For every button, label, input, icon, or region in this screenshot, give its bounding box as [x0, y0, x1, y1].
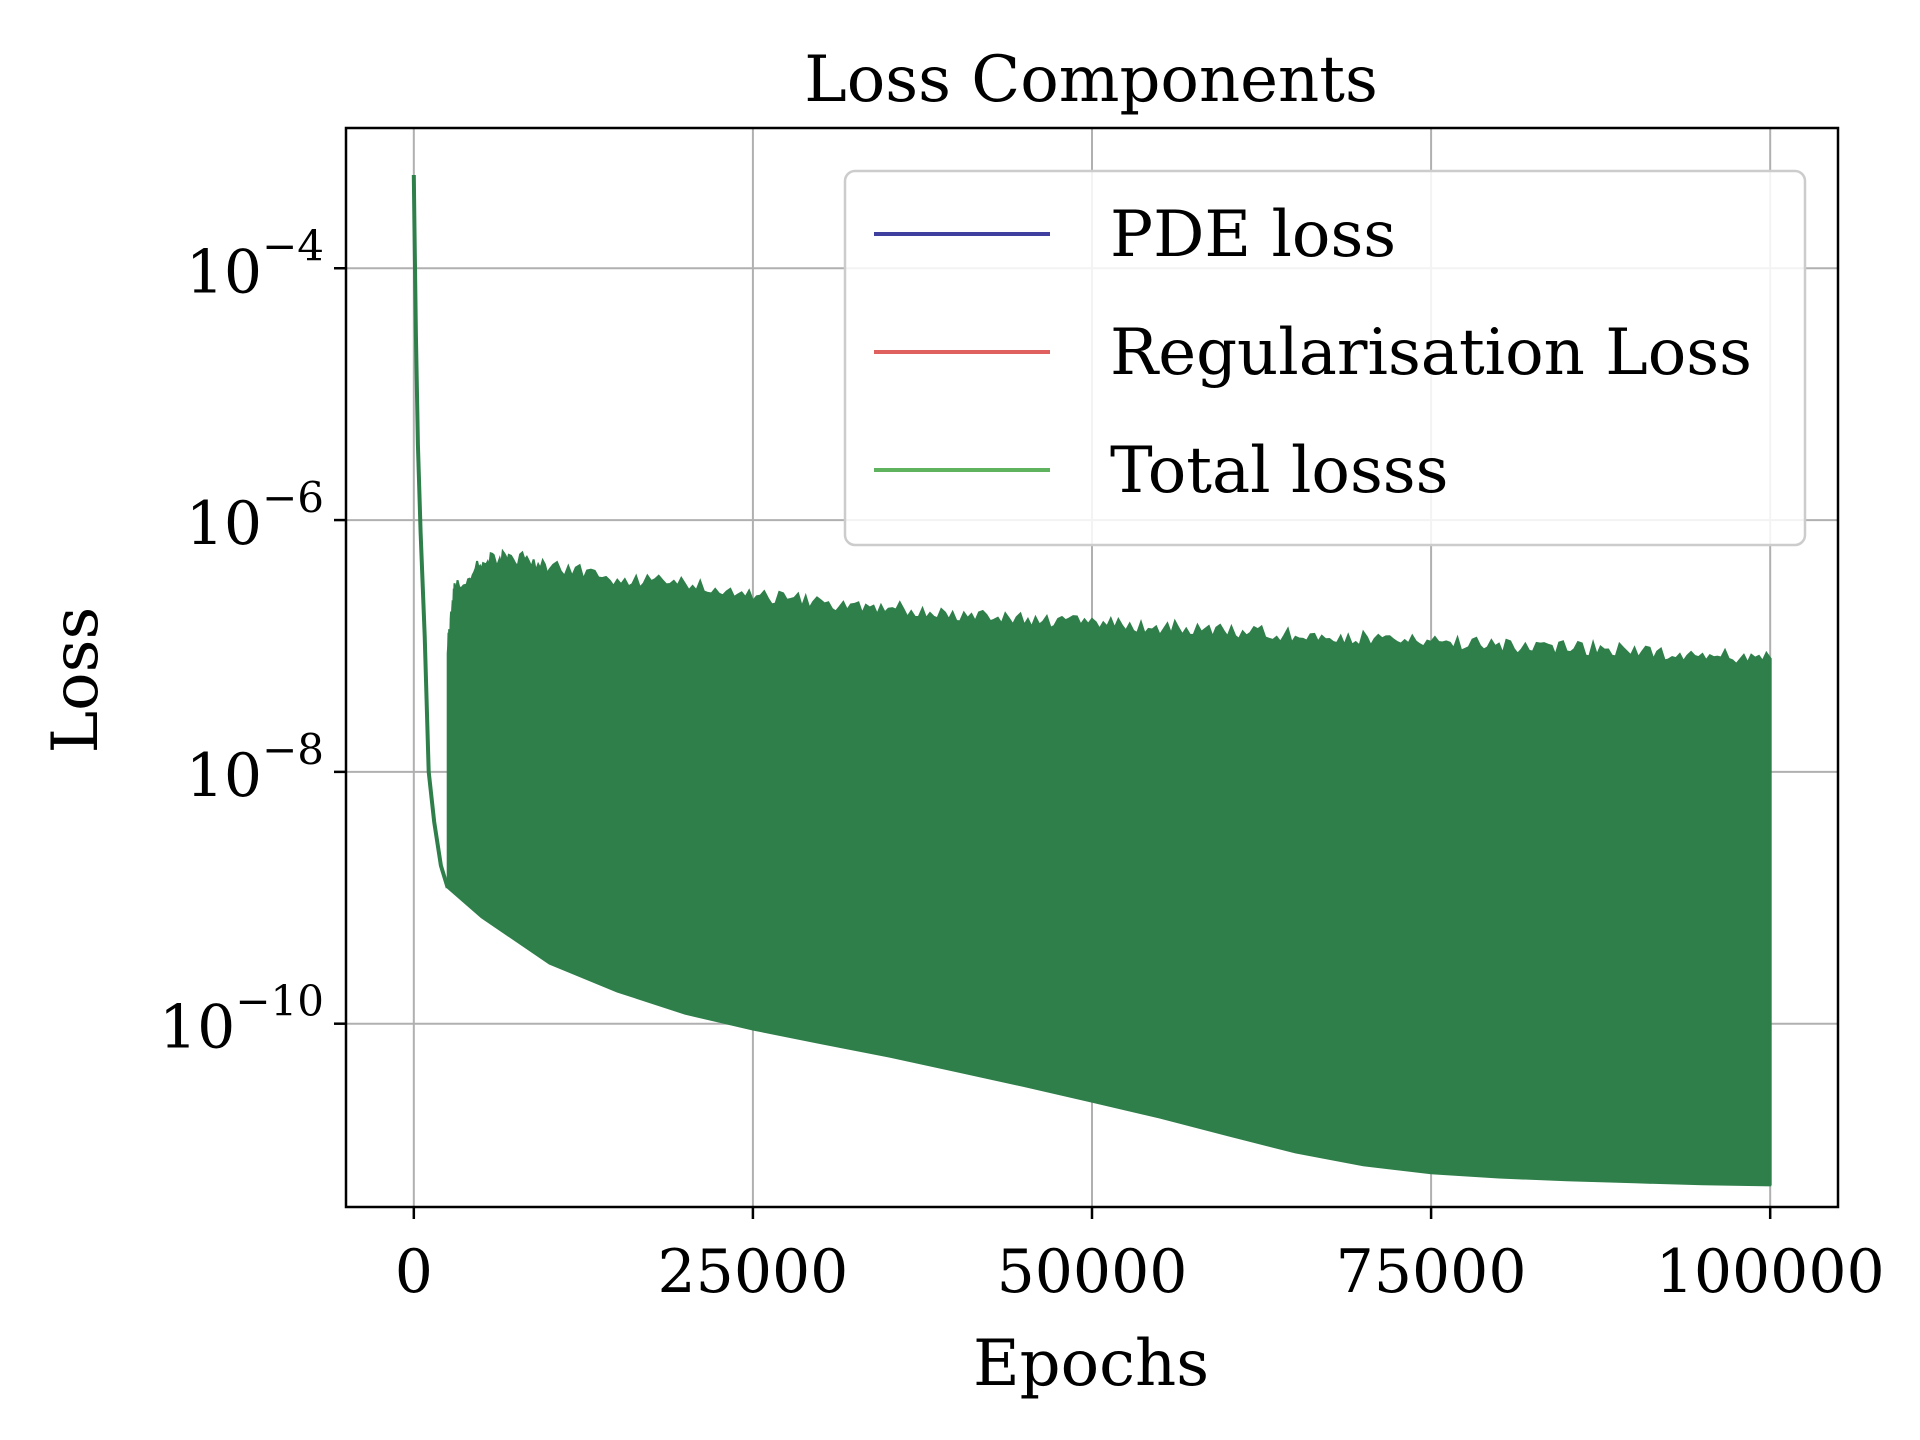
- x-axis-ticks: 0 25000 50000 75000 100000: [395, 1207, 1885, 1307]
- legend-label: PDE loss: [1110, 198, 1396, 272]
- x-tick-label: 0: [395, 1237, 433, 1307]
- total-loss-band: [446, 548, 1772, 1187]
- legend: PDE loss Regularisation Loss Total losss: [843, 169, 1807, 547]
- legend-box: [843, 169, 1807, 547]
- x-tick-label: 25000: [657, 1237, 848, 1307]
- total-loss-initial-line: [411, 174, 450, 889]
- series-layer: [411, 174, 1772, 1187]
- y-tick-label: 10−4: [186, 221, 324, 307]
- x-tick-label: 75000: [1336, 1237, 1527, 1307]
- y-tick-label: 10−10: [159, 977, 324, 1063]
- x-tick-label: 100000: [1656, 1237, 1885, 1307]
- y-axis-label: Loss: [39, 607, 113, 754]
- x-axis-label: Epochs: [973, 1327, 1209, 1401]
- x-tick-label: 50000: [997, 1237, 1188, 1307]
- legend-label: Total losss: [1110, 434, 1448, 508]
- legend-label: Regularisation Loss: [1110, 316, 1752, 390]
- y-tick-label: 10−8: [186, 725, 324, 811]
- chart-title: Loss Components: [804, 43, 1378, 117]
- y-axis-ticks: 10−4 10−6 10−8 10−10: [159, 221, 346, 1063]
- y-tick-label: 10−6: [186, 473, 324, 559]
